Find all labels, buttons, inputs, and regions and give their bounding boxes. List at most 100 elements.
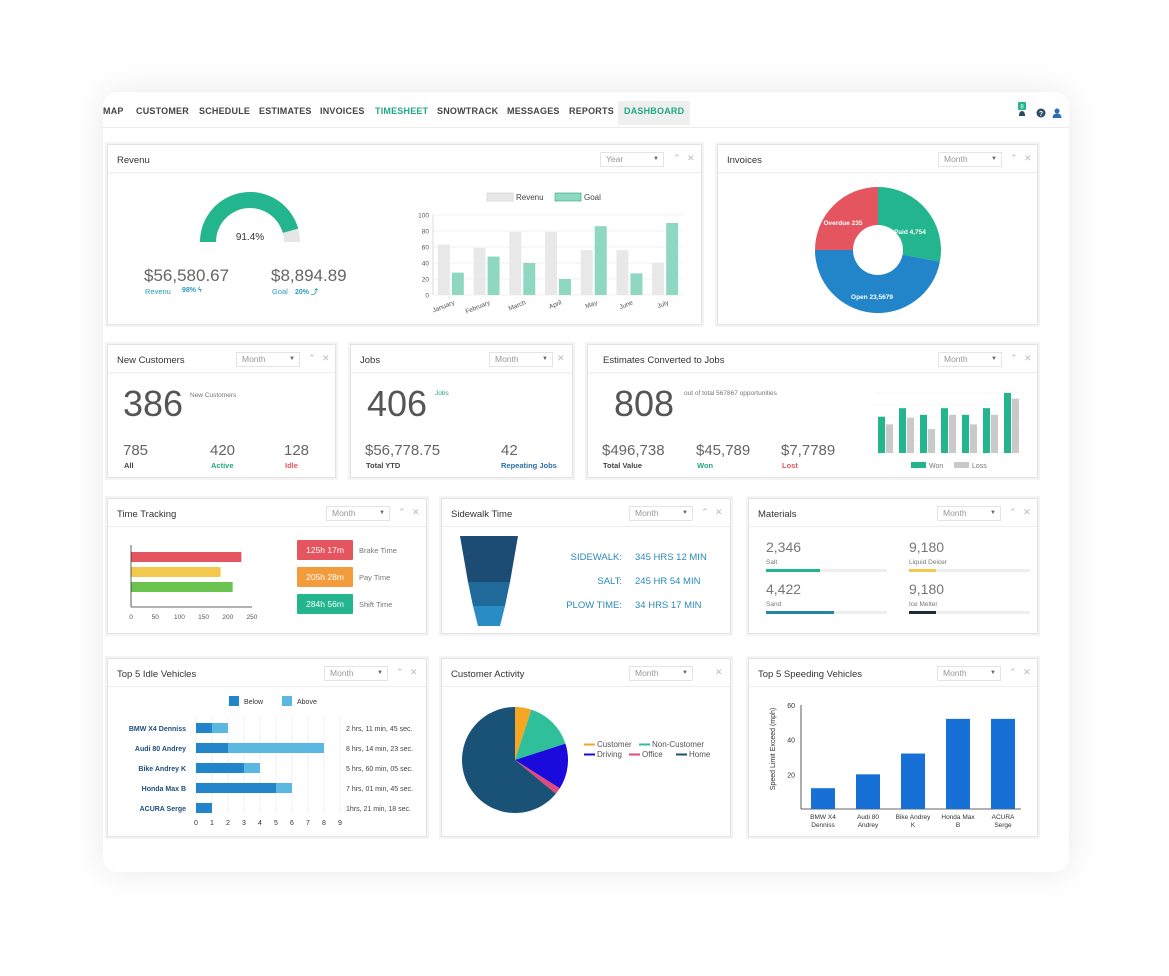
- repeating-jobs-label: Repeating Jobs: [501, 461, 557, 470]
- idle-time-label: 8 hrs, 14 min, 23 sec.: [346, 746, 413, 753]
- help-icon[interactable]: ?: [1036, 105, 1048, 119]
- x-tick-label: January: [432, 299, 457, 314]
- idle-vehicles-chart: Below Above 0 1 2 3 4 5 6 7 8 9 BMW X4 Denniss 2 hrs,…: [129, 696, 413, 827]
- time-tracking-panel: Time Tracking Month ▼ ⌃ ✕ 0 50 100 150 200 250…: [107, 498, 427, 634]
- bar-above: [244, 763, 260, 773]
- panel-title: Top 5 Speeding Vehicles: [758, 669, 863, 680]
- sidewalk-row-value: 345 HRS 12 MIN: [635, 552, 707, 563]
- panel-title: Estimates Converted to Jobs: [603, 355, 725, 366]
- customer-activity-pie: [462, 707, 568, 813]
- jobs-label: Jobs: [435, 390, 449, 397]
- material-fill: [909, 569, 936, 572]
- time-tracking-chart: 0 50 100 150 200 250: [129, 545, 258, 621]
- legend-label: Revenu: [516, 193, 544, 202]
- collapse-icon[interactable]: ⌃: [673, 153, 681, 163]
- x-tick-label: 150: [198, 614, 209, 621]
- period-select[interactable]: Month ▼: [629, 506, 693, 521]
- close-icon[interactable]: ✕: [1023, 507, 1031, 517]
- gauge-fill: [200, 192, 299, 242]
- period-select[interactable]: Month ▼: [937, 666, 1001, 681]
- panel-title: New Customers: [117, 355, 185, 366]
- y-tick-label: 20: [787, 772, 795, 779]
- close-icon[interactable]: ✕: [715, 507, 723, 517]
- vehicle-label: Honda Max B: [142, 786, 186, 793]
- x-tick-label: 1: [210, 820, 214, 827]
- bar-loss: [949, 414, 956, 453]
- sidewalk-row-label: SALT:: [597, 576, 622, 587]
- period-select[interactable]: Month ▼: [236, 352, 300, 367]
- y-tick-label: 60: [422, 245, 430, 252]
- period-select[interactable]: Month ▼: [326, 506, 390, 521]
- idle-time-label: 5 hrs, 60 min, 05 sec.: [346, 766, 413, 773]
- lost-label: Lost: [782, 461, 798, 470]
- period-select[interactable]: Month ▼: [938, 352, 1002, 367]
- close-icon[interactable]: ✕: [412, 507, 420, 517]
- period-select[interactable]: Month ▼: [324, 666, 388, 681]
- nav-timesheet[interactable]: TIMESHEET: [375, 106, 429, 116]
- legend-swatch-won: [911, 462, 926, 468]
- period-select[interactable]: Month ▼: [629, 666, 693, 681]
- nav-reports[interactable]: REPORTS: [569, 106, 614, 116]
- period-select[interactable]: Month ▼: [937, 506, 1001, 521]
- close-icon[interactable]: ✕: [1024, 353, 1032, 363]
- material-value: 2,346: [766, 539, 802, 555]
- x-tick-label: 5: [274, 820, 278, 827]
- close-icon[interactable]: ✕: [1024, 153, 1032, 163]
- bar-loss: [1012, 398, 1019, 453]
- nav-messages[interactable]: MESSAGES: [507, 106, 560, 116]
- bar-revenu: [437, 244, 450, 295]
- x-tick-label: June: [618, 299, 634, 311]
- close-icon[interactable]: ✕: [557, 353, 565, 363]
- close-icon[interactable]: ✕: [410, 667, 418, 677]
- panel-header: [442, 659, 730, 687]
- collapse-icon[interactable]: ⌃: [396, 667, 404, 677]
- app-window: MAP CUSTOMER SCHEDULE ESTIMATES INVOICES…: [103, 92, 1069, 872]
- won-value: $45,789: [696, 442, 751, 459]
- period-select[interactable]: Month ▼: [938, 152, 1002, 167]
- legend-label: Home: [689, 750, 711, 759]
- close-icon[interactable]: ✕: [687, 153, 695, 163]
- sidewalk-panel: Sidewalk Time Month ▼ ⌃ ✕ SIDEWALK: 345 HR…: [441, 498, 731, 634]
- material-value: 4,422: [766, 581, 802, 597]
- won-label: Won: [697, 461, 714, 470]
- material-label: Sand: [766, 601, 782, 608]
- close-icon[interactable]: ✕: [1023, 667, 1031, 677]
- collapse-icon[interactable]: ⌃: [1010, 353, 1018, 363]
- collapse-icon[interactable]: ⌃: [1009, 507, 1017, 517]
- notification-bell-icon[interactable]: 8: [1016, 102, 1028, 116]
- panel-header: [749, 659, 1037, 687]
- sidewalk-row-label: SIDEWALK:: [570, 552, 622, 563]
- user-icon[interactable]: [1052, 105, 1064, 119]
- collapse-icon[interactable]: ⌃: [308, 353, 316, 363]
- nav-dashboard[interactable]: DASHBOARD: [618, 101, 691, 125]
- x-tick-label: 8: [322, 820, 326, 827]
- close-icon[interactable]: ✕: [322, 353, 330, 363]
- nav-customer[interactable]: CUSTOMER: [136, 106, 189, 116]
- x-tick-label: July: [657, 299, 671, 310]
- material-value: 9,180: [909, 581, 945, 597]
- nav-snowtrack[interactable]: SNOWTRACK: [437, 106, 499, 116]
- collapse-icon[interactable]: ⌃: [398, 507, 406, 517]
- x-tick-label: March: [508, 299, 528, 312]
- revenue-label: Revenu: [145, 287, 171, 296]
- collapse-icon[interactable]: ⌃: [1009, 667, 1017, 677]
- close-icon[interactable]: ✕: [715, 667, 723, 677]
- bar-speed: [856, 774, 880, 809]
- bar-goal: [630, 273, 643, 295]
- legend-label-below: Below: [244, 699, 264, 706]
- top-nav: MAP CUSTOMER SCHEDULE ESTIMATES INVOICES…: [103, 92, 1069, 128]
- collapse-icon[interactable]: ⌃: [701, 507, 709, 517]
- nav-estimates[interactable]: ESTIMATES: [259, 106, 312, 116]
- panel-header: [718, 145, 1037, 173]
- nav-invoices[interactable]: INVOICES: [320, 106, 365, 116]
- bar-won: [1004, 392, 1011, 453]
- period-select[interactable]: Year ▼: [600, 152, 664, 167]
- y-tick-label: 40: [787, 738, 795, 745]
- collapse-icon[interactable]: ⌃: [1010, 153, 1018, 163]
- slice-non-customer: [515, 709, 566, 760]
- nav-schedule[interactable]: SCHEDULE: [199, 106, 251, 116]
- period-select[interactable]: Month ▼: [489, 352, 553, 367]
- slice-office: [515, 760, 560, 794]
- bar-revenu: [473, 247, 486, 295]
- nav-map[interactable]: MAP: [103, 106, 124, 116]
